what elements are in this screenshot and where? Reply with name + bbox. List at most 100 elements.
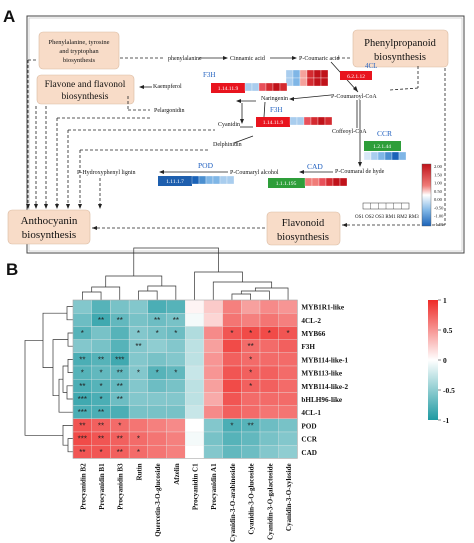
- column-labels: Procyanidin B2 Procyanidin B1 Procyanidin …: [79, 463, 293, 542]
- column-label: Cyanidin-3-O-arabinoside: [229, 463, 237, 542]
- significance-mark: *: [174, 329, 177, 338]
- row-label: CAD: [301, 449, 317, 457]
- enzyme-4cl: 4CL 6.2.1.12: [340, 62, 377, 80]
- heatmap-cell: [241, 313, 261, 327]
- column-label: Procyanidin B1: [98, 463, 106, 510]
- significance-mark: **: [117, 448, 123, 457]
- compound-naringenin: Naringenin: [261, 96, 288, 102]
- heatmap-cell: [128, 313, 148, 327]
- heatmap-cell: [278, 313, 298, 327]
- dendrogram-link: [147, 285, 177, 300]
- legend-tick-label: 0.00: [434, 197, 443, 202]
- significance-mark: **: [98, 316, 104, 325]
- heatmap-cell: [259, 379, 279, 393]
- heatmap-cell: [278, 299, 298, 314]
- significance-mark: *: [99, 369, 102, 378]
- significance-mark: ***: [78, 408, 87, 417]
- dendrogram-link: [133, 247, 219, 276]
- significance-mark: **: [248, 421, 254, 430]
- svg-text:biosynthesis: biosynthesis: [22, 229, 76, 241]
- compound-caffeoyl-coa: Coffeoyl-CoA: [332, 128, 367, 135]
- legend-tick-label: -0.50: [434, 205, 444, 210]
- heatmap-cell: [166, 431, 186, 446]
- compound-pelargonidin: Pelargonidin: [154, 108, 185, 114]
- heatmap-cell: [259, 405, 279, 419]
- heatmap: ** ** ** *** * * * * * * *** **** ** *** ** * ** * * * *** * *…: [72, 299, 298, 459]
- strip-cell: [244, 82, 253, 92]
- box-phe-tyr-trp: Phenylalanine, tyrosine and tryptophan b…: [38, 31, 120, 70]
- significance-mark: **: [248, 342, 254, 351]
- significance-mark: *: [249, 382, 252, 391]
- dendrogram-link: [52, 339, 68, 397]
- heatmap-cell: [72, 313, 92, 327]
- significance-mark: *: [137, 329, 140, 338]
- dendrogram-link: [105, 275, 163, 287]
- strip-cell: [272, 82, 281, 92]
- strip-cell: [310, 116, 319, 126]
- significance-mark: **: [98, 421, 104, 430]
- svg-text:1.2.1.44: 1.2.1.44: [373, 144, 391, 150]
- svg-text:1.14.11.9: 1.14.11.9: [218, 86, 239, 92]
- heatmap-cell: [185, 313, 205, 327]
- dendrogram-link: [240, 290, 270, 300]
- row-label: F3H: [301, 343, 315, 351]
- significance-mark: **: [117, 435, 123, 444]
- column-label: Procyanidin C1: [192, 463, 200, 510]
- strip-cell: [296, 116, 305, 126]
- significance-mark: ***: [78, 435, 87, 444]
- significance-mark: **: [79, 421, 85, 430]
- heatmap-cell: [185, 352, 205, 367]
- strip-cell: [363, 151, 372, 161]
- strip-cell: [285, 69, 294, 79]
- heatmap-cell: [259, 352, 279, 367]
- heatmap-cell: [128, 379, 148, 393]
- heatmap-cell: [128, 299, 148, 314]
- heatmap-cell: [185, 431, 205, 446]
- strip-cell: [398, 151, 407, 161]
- heatmap-cell: [222, 352, 242, 367]
- significance-mark: **: [98, 435, 104, 444]
- heatmap-cell: [185, 418, 205, 433]
- heatmap-cell: [185, 392, 205, 406]
- row-dendrogram: [24, 306, 73, 453]
- heatmap-cell: [203, 418, 223, 433]
- pathway-arrows: [140, 57, 361, 173]
- heatmap-cell: [278, 405, 298, 419]
- svg-text:Flavonoid: Flavonoid: [282, 218, 325, 229]
- legend-tick-label: 1.00: [434, 181, 443, 186]
- dendrogram-link: [231, 293, 251, 300]
- heatmap-cell: [166, 418, 186, 433]
- heatmap-cell: [259, 418, 279, 433]
- svg-text:biosynthesis: biosynthesis: [277, 232, 329, 243]
- strip-cell: [377, 151, 386, 161]
- row-label: POD: [301, 422, 316, 430]
- heatmap-cell: [166, 379, 186, 393]
- heatmap-cell: [222, 392, 242, 406]
- strip-cell: [306, 69, 315, 79]
- strip-cell: [191, 175, 200, 185]
- svg-text:1.11.1.7: 1.11.1.7: [166, 179, 184, 185]
- strip-cell: [325, 177, 334, 187]
- panel-a-frame: [26, 15, 465, 254]
- svg-text:4CL: 4CL: [365, 62, 377, 70]
- heatmap-cell: [128, 418, 148, 433]
- heatmap-cell: [241, 445, 261, 459]
- column-label: Quercetin-3-O-glucoside: [154, 463, 162, 536]
- panel-a-label: A: [3, 7, 15, 26]
- svg-text:POD: POD: [198, 161, 214, 170]
- heatmap-cell: [222, 299, 242, 314]
- significance-mark: *: [137, 369, 140, 378]
- significance-mark: **: [117, 369, 123, 378]
- heatmap-cell: [128, 392, 148, 406]
- significance-mark: *: [249, 355, 252, 364]
- significance-mark: *: [156, 329, 159, 338]
- column-label: Procyanidin B2: [79, 463, 87, 510]
- heatmap-cell: [185, 299, 205, 314]
- heatmap-cell: [185, 445, 205, 459]
- strip-cell: [205, 175, 214, 185]
- strip-cell: [339, 177, 348, 187]
- significance-mark: **: [79, 382, 85, 391]
- column-label: Cyanidin-3-O-glucoside: [248, 463, 256, 534]
- heatmap-cell: [110, 326, 130, 340]
